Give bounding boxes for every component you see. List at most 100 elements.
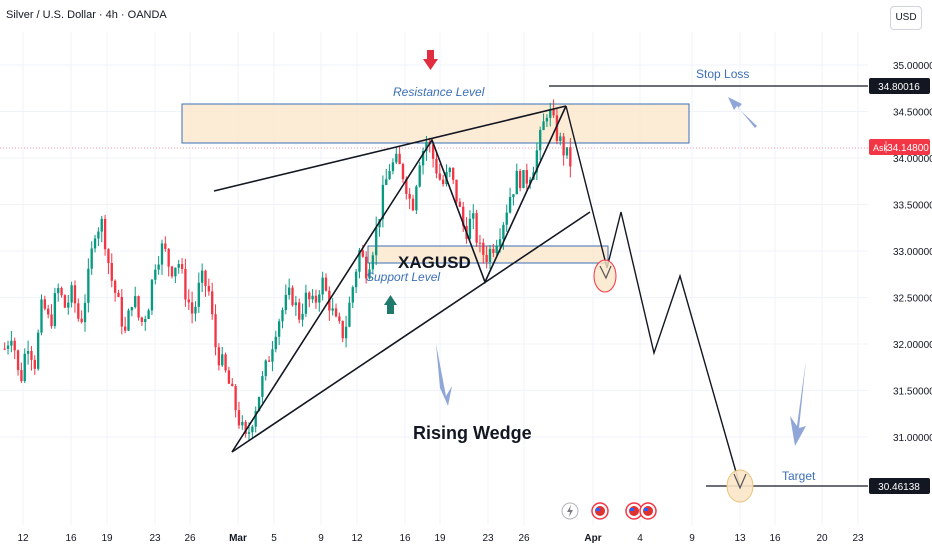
- time-tick-label: 23: [852, 533, 864, 544]
- candle-body: [301, 313, 304, 320]
- ask-price-box: Ask 34.14800: [869, 139, 930, 155]
- us-flag-event-icon-2[interactable]: [625, 502, 643, 520]
- candle-body: [97, 231, 100, 239]
- up-arrow-icon: [384, 295, 397, 314]
- candle-body: [87, 268, 90, 303]
- candle-body: [375, 227, 378, 256]
- candle-body: [221, 354, 224, 366]
- stop-loss-label: Stop Loss: [696, 67, 749, 81]
- candle-body: [321, 277, 324, 295]
- candle-body: [281, 310, 284, 322]
- candle-body: [120, 296, 123, 327]
- resistance-zone: [181, 103, 690, 144]
- candle-body: [431, 144, 435, 159]
- candle-body: [6, 345, 10, 349]
- candle-body: [36, 332, 40, 369]
- candle-body: [144, 319, 147, 323]
- time-axis[interactable]: 12 16 19 23 26 Mar 5 9 12 16 19 23 26 Apr 4 9 13 16 20 23: [17, 533, 864, 544]
- lightning-event-icon[interactable]: [561, 502, 579, 520]
- time-tick-label: Mar: [229, 533, 247, 544]
- candle-body: [140, 317, 144, 323]
- stop-loss-price-box: 34.80016: [869, 78, 930, 94]
- price-tick-label: 33.00000: [893, 247, 932, 258]
- blue-arrow-down-icon: [436, 344, 452, 406]
- time-tick-label: 20: [816, 533, 828, 544]
- target-arrow-icon: [733, 473, 747, 490]
- target-value: 30.46138: [878, 482, 920, 493]
- candle-body: [452, 167, 455, 180]
- time-tick-label: 9: [318, 533, 324, 544]
- candle-body: [157, 264, 160, 270]
- candle-body: [512, 194, 515, 198]
- candle-body: [381, 184, 385, 220]
- support-zone: [367, 245, 609, 264]
- candle-body: [555, 115, 559, 141]
- candle-body: [237, 410, 241, 426]
- candle-body: [23, 353, 26, 382]
- candle-body: [542, 121, 545, 131]
- time-tick-label: 16: [399, 533, 411, 544]
- candle-body: [214, 314, 217, 348]
- candle-body: [127, 310, 130, 331]
- candle-body: [495, 245, 498, 253]
- candle-body: [254, 410, 257, 427]
- candle-body: [80, 318, 83, 323]
- candle-body: [264, 360, 267, 377]
- symbol-title: Silver / U.S. Dollar · 4h · OANDA: [6, 9, 167, 21]
- candle-body: [257, 396, 261, 411]
- candle-body: [415, 186, 418, 211]
- blue-arrow-target-icon: [790, 360, 806, 446]
- candle-body: [388, 171, 391, 180]
- us-flag-event-icon[interactable]: [591, 502, 609, 520]
- us-flag-event-icon-3[interactable]: [639, 502, 657, 520]
- candle-body: [83, 302, 87, 323]
- candle-body: [204, 270, 207, 286]
- candle-body: [13, 340, 16, 351]
- currency-selector[interactable]: USD: [890, 6, 922, 30]
- candle-body: [468, 218, 472, 239]
- candle-body: [425, 141, 428, 151]
- ask-label: Ask: [873, 143, 889, 153]
- candle-body: [488, 248, 492, 262]
- candle-body: [107, 249, 110, 264]
- candle-body: [448, 167, 452, 173]
- candle-body: [421, 150, 425, 166]
- symbol-label: XAGUSD: [398, 253, 471, 272]
- candle-body: [528, 179, 532, 184]
- candle-body: [227, 370, 231, 384]
- candle-body: [16, 350, 20, 371]
- candle-body: [160, 243, 164, 265]
- time-tick-label: 13: [734, 533, 746, 544]
- pattern-label: Rising Wedge: [413, 423, 532, 443]
- candle-body: [455, 179, 458, 202]
- candle-body: [33, 359, 36, 369]
- candle-body: [26, 351, 30, 354]
- candle-body: [552, 109, 555, 116]
- candle-body: [274, 336, 277, 350]
- time-tick-label: 23: [482, 533, 494, 544]
- candle-body: [150, 279, 154, 311]
- candle-body: [241, 421, 244, 426]
- candle-body: [43, 299, 47, 309]
- time-tick-label: 9: [689, 533, 695, 544]
- projection-path: [565, 105, 741, 487]
- candle-body: [10, 340, 13, 346]
- wedge-upper-line: [213, 105, 567, 192]
- candle-body: [408, 193, 411, 199]
- candle-body: [110, 263, 113, 281]
- price-tick-label: 31.50000: [893, 387, 932, 398]
- candle-body: [354, 271, 358, 288]
- candle-body: [535, 150, 539, 173]
- ask-value: 34.14800: [887, 143, 929, 154]
- time-tick-label: 19: [434, 533, 446, 544]
- candle-body: [73, 285, 77, 304]
- candle-body: [338, 316, 341, 321]
- candle-body: [130, 307, 134, 311]
- candle-body: [123, 326, 127, 331]
- price-axis[interactable]: 35.00000 34.50000 34.00000 33.50000 33.00000…: [893, 61, 932, 444]
- target-label: Target: [782, 469, 816, 483]
- candle-body: [77, 303, 80, 319]
- candle-body: [30, 351, 33, 360]
- candle-body: [549, 109, 552, 118]
